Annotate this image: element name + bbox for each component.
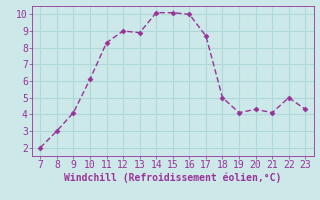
X-axis label: Windchill (Refroidissement éolien,°C): Windchill (Refroidissement éolien,°C) (64, 173, 282, 183)
